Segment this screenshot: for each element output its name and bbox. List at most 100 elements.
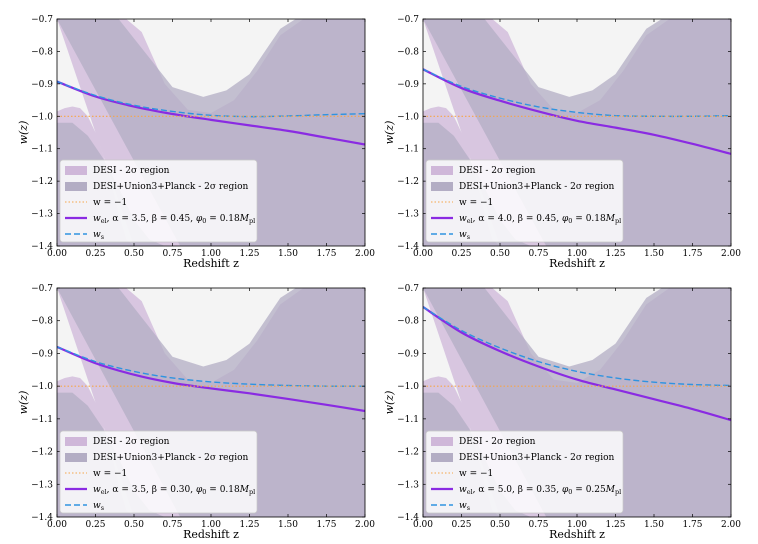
y-tick-label: −1.4 bbox=[31, 513, 53, 523]
y-tick-label: −0.8 bbox=[31, 47, 53, 57]
legend-label: wel, α = 4.0, β = 0.45, φ0 = 0.18Mpl bbox=[459, 214, 621, 225]
combined-2sigma-region bbox=[57, 288, 365, 517]
series-w-el-line bbox=[423, 68, 731, 155]
y-tick-label: −0.7 bbox=[397, 284, 419, 294]
legend-label: DESI - 2σ region bbox=[93, 166, 170, 176]
legend-swatch-desi bbox=[431, 437, 453, 446]
x-axis-label: Redshift z bbox=[549, 528, 605, 541]
x-tick-label: 0.25 bbox=[85, 520, 105, 530]
y-tick-label: −1.2 bbox=[397, 448, 419, 458]
x-tick-label: 0.00 bbox=[47, 249, 67, 259]
y-tick-label: −1.1 bbox=[397, 145, 419, 155]
y-axis-label: w(z) bbox=[17, 121, 30, 145]
legend-label: DESI+Union3+Planck - 2σ region bbox=[93, 182, 249, 192]
x-tick-label: 2.00 bbox=[721, 520, 741, 530]
y-tick-label: −1.0 bbox=[31, 382, 53, 392]
x-tick-label: 0.75 bbox=[528, 520, 548, 530]
legend-label: DESI - 2σ region bbox=[459, 437, 536, 447]
legend: DESI - 2σ region DESI+Union3+Planck - 2σ … bbox=[425, 430, 624, 514]
legend-swatch-combined bbox=[65, 182, 87, 191]
legend-label: w = −1 bbox=[93, 469, 127, 479]
legend-swatch-combined bbox=[431, 182, 453, 191]
x-tick-label: 0.00 bbox=[413, 249, 433, 259]
x-tick-label: 2.00 bbox=[355, 520, 375, 530]
x-tick-label: 0.75 bbox=[162, 520, 182, 530]
x-tick-label: 0.25 bbox=[451, 520, 471, 530]
legend-label: wel, α = 3.5, β = 0.45, φ0 = 0.18Mpl bbox=[93, 214, 255, 225]
legend-label: w = −1 bbox=[93, 198, 127, 208]
legend-label: ws bbox=[93, 501, 104, 512]
legend-label: DESI - 2σ region bbox=[459, 166, 536, 176]
legend-box bbox=[59, 430, 258, 514]
y-tick-label: −0.8 bbox=[31, 317, 53, 327]
y-tick-label: −0.7 bbox=[397, 15, 419, 25]
legend-label: ws bbox=[459, 501, 470, 512]
combined-2sigma-region bbox=[423, 288, 731, 517]
x-tick-label: 0.75 bbox=[162, 249, 182, 259]
y-tick-label: −0.7 bbox=[31, 15, 53, 25]
legend-label: ws bbox=[459, 230, 470, 241]
x-tick-label: 0.00 bbox=[413, 520, 433, 530]
x-tick-label: 0.25 bbox=[451, 249, 471, 259]
series-w-s-line bbox=[423, 306, 731, 387]
legend-swatch-desi bbox=[65, 166, 87, 175]
y-axis-label: w(z) bbox=[383, 391, 396, 415]
legend-swatch-desi bbox=[431, 166, 453, 175]
x-tick-label: 0.50 bbox=[124, 249, 144, 259]
series-w-s-line bbox=[57, 346, 365, 387]
combined-2sigma-region bbox=[423, 19, 731, 246]
legend: DESI - 2σ region DESI+Union3+Planck - 2σ … bbox=[59, 159, 258, 243]
combined-2sigma-region bbox=[57, 19, 365, 246]
x-tick-label: 0.50 bbox=[490, 249, 510, 259]
legend: DESI - 2σ region DESI+Union3+Planck - 2σ … bbox=[425, 159, 624, 243]
x-tick-label: 1.25 bbox=[605, 520, 625, 530]
legend-label: ws bbox=[93, 230, 104, 241]
series-w-el-line bbox=[423, 306, 731, 422]
y-tick-label: −1.3 bbox=[397, 480, 419, 490]
legend-label: DESI+Union3+Planck - 2σ region bbox=[459, 453, 615, 463]
y-tick-label: −1.2 bbox=[31, 448, 53, 458]
panel-bottom-left: 0.00 0.25 0.50 0.75 1.00 1.25 1.50 1.75 2.00 −1.4… bbox=[17, 284, 375, 541]
x-tick-label: 1.75 bbox=[316, 249, 336, 259]
legend: DESI - 2σ region DESI+Union3+Planck - 2σ … bbox=[59, 430, 258, 514]
x-tick-label: 1.00 bbox=[201, 520, 221, 530]
panel-bottom-right: 0.00 0.25 0.50 0.75 1.00 1.25 1.50 1.75 2.00 −1.4… bbox=[383, 284, 741, 541]
panel-top-left: 0.00 0.25 0.50 0.75 1.00 1.25 1.50 1.75 2.00 −1.4… bbox=[17, 15, 375, 270]
x-axis-label: Redshift z bbox=[549, 257, 605, 270]
y-axis-label: w(z) bbox=[17, 391, 30, 415]
x-tick-label: 2.00 bbox=[721, 249, 741, 259]
y-tick-label: −0.9 bbox=[31, 80, 53, 90]
y-axis-label: w(z) bbox=[383, 121, 396, 145]
y-tick-label: −1.1 bbox=[31, 145, 53, 155]
x-tick-label: 1.00 bbox=[201, 249, 221, 259]
x-tick-label: 0.50 bbox=[124, 520, 144, 530]
x-tick-label: 1.00 bbox=[567, 249, 587, 259]
legend-swatch-desi bbox=[65, 437, 87, 446]
x-tick-label: 1.75 bbox=[682, 520, 702, 530]
x-axis-label: Redshift z bbox=[183, 528, 239, 541]
x-tick-label: 1.25 bbox=[239, 249, 259, 259]
x-tick-label: 0.75 bbox=[528, 249, 548, 259]
x-tick-label: 1.75 bbox=[316, 520, 336, 530]
y-tick-label: −1.1 bbox=[397, 415, 419, 425]
y-tick-label: −1.4 bbox=[397, 242, 419, 252]
y-tick-label: −1.3 bbox=[397, 210, 419, 220]
y-tick-label: −1.0 bbox=[31, 112, 53, 122]
legend-label: w = −1 bbox=[459, 198, 493, 208]
y-tick-label: −1.4 bbox=[31, 242, 53, 252]
series-w-s-line bbox=[423, 68, 731, 118]
legend-swatch-combined bbox=[65, 453, 87, 462]
y-tick-label: −1.0 bbox=[397, 112, 419, 122]
legend-label: wel, α = 3.5, β = 0.30, φ0 = 0.18Mpl bbox=[93, 485, 255, 496]
x-tick-label: 0.25 bbox=[85, 249, 105, 259]
x-tick-label: 1.50 bbox=[278, 249, 298, 259]
x-tick-label: 1.25 bbox=[605, 249, 625, 259]
x-tick-label: 0.50 bbox=[490, 520, 510, 530]
legend-swatch-combined bbox=[431, 453, 453, 462]
y-tick-label: −0.7 bbox=[31, 284, 53, 294]
series-w-s-line bbox=[57, 80, 365, 118]
y-tick-label: −1.0 bbox=[397, 382, 419, 392]
legend-label: wel, α = 5.0, β = 0.35, φ0 = 0.25Mpl bbox=[459, 485, 621, 496]
x-tick-label: 1.25 bbox=[239, 520, 259, 530]
